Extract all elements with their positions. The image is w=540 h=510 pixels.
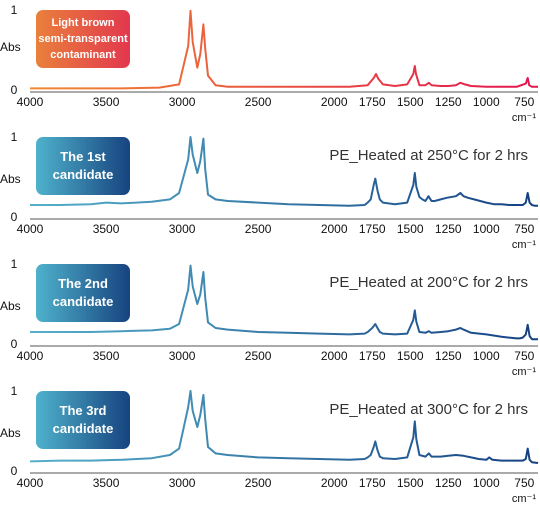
x-tick-label: 1250 — [435, 476, 462, 490]
x-tick-label: 1250 — [435, 349, 462, 363]
x-tick-label: 3500 — [93, 476, 120, 490]
spectrum-line — [30, 136, 538, 207]
y-tick-label: 0 — [11, 210, 18, 224]
x-tick-label: 3000 — [169, 95, 196, 109]
x-tick-label: 1250 — [435, 222, 462, 236]
condition-note: PE_Heated at 300°C for 2 hrs — [329, 401, 528, 418]
y-axis-label: Abs — [0, 299, 21, 313]
y-tick-label: 1 — [11, 257, 18, 271]
x-tick-label: 2500 — [245, 349, 272, 363]
spectrum-panel-candidate-2: 4000 3500 3000 2500 2000 1750 1500 1250 1000 750 0… — [0, 254, 540, 381]
x-tick-label: 2000 — [321, 349, 348, 363]
x-tick-label: 4000 — [17, 95, 44, 109]
x-axis-unit: cm⁻¹ — [512, 366, 536, 378]
y-axis-label: Abs — [0, 172, 21, 186]
x-tick-label: 3000 — [169, 349, 196, 363]
x-tick-label: 750 — [514, 222, 534, 236]
x-tick-label: 2500 — [245, 95, 272, 109]
y-tick-label: 1 — [11, 384, 18, 398]
x-tick-label: 1000 — [473, 95, 500, 109]
x-tick-label: 2500 — [245, 476, 272, 490]
x-tick-label: 3000 — [169, 476, 196, 490]
spectrum-panel-candidate-1: 4000 3500 3000 2500 2000 1750 1500 1250 1000 750 0… — [0, 127, 540, 254]
x-tick-label: 1750 — [359, 349, 386, 363]
condition-note: PE_Heated at 200°C for 2 hrs — [329, 274, 528, 291]
x-tick-label: 1500 — [397, 95, 424, 109]
x-tick-label: 2000 — [321, 476, 348, 490]
x-tick-label: 750 — [514, 349, 534, 363]
spectrum-panel-candidate-3: 4000 3500 3000 2500 2000 1750 1500 1250 1000 750 0… — [0, 381, 540, 508]
spectrum-panel-contaminant: 4000 3500 3000 2500 2000 1750 1500 1250 1000 750 0… — [0, 0, 540, 127]
x-axis-unit: cm⁻¹ — [512, 112, 536, 124]
x-tick-label: 1250 — [435, 95, 462, 109]
spectrum-plot-candidate-1: 4000 3500 3000 2500 2000 1750 1500 1250 1000 750 0… — [11, 130, 538, 251]
x-tick-label: 2500 — [245, 222, 272, 236]
y-tick-label: 0 — [11, 464, 18, 478]
sample-badge: The 1st candidate — [36, 137, 130, 195]
x-tick-label: 3000 — [169, 222, 196, 236]
x-tick-label: 3500 — [93, 222, 120, 236]
x-tick-label: 1500 — [397, 222, 424, 236]
x-tick-label: 1500 — [397, 349, 424, 363]
x-tick-label: 4000 — [17, 349, 44, 363]
x-tick-label: 2000 — [321, 95, 348, 109]
x-tick-label: 1000 — [473, 222, 500, 236]
x-tick-label: 1000 — [473, 349, 500, 363]
x-axis-unit: cm⁻¹ — [512, 239, 536, 251]
y-axis-label: Abs — [0, 40, 21, 54]
spectrum-plot-contaminant: 4000 3500 3000 2500 2000 1750 1500 1250 1000 750 0… — [11, 3, 538, 124]
x-tick-label: 1000 — [473, 476, 500, 490]
sample-badge-label: The 1st candidate — [52, 149, 114, 182]
y-tick-label: 0 — [11, 337, 18, 351]
x-tick-label: 3500 — [93, 349, 120, 363]
y-tick-label: 0 — [11, 83, 18, 97]
x-tick-label: 750 — [514, 95, 534, 109]
sample-badge-label: Light brown semi-transparent contaminant — [38, 17, 128, 61]
x-axis-unit: cm⁻¹ — [512, 493, 536, 505]
sample-badge-label: The 3rd candidate — [52, 403, 114, 436]
spectrum-plot-candidate-3: 4000 3500 3000 2500 2000 1750 1500 1250 1000 750 0… — [11, 384, 539, 505]
spectrum-plot-candidate-2: 4000 3500 3000 2500 2000 1750 1500 1250 1000 750 0… — [11, 257, 538, 378]
x-tick-label: 1500 — [397, 476, 424, 490]
spectrum-line — [30, 264, 538, 341]
sample-badge: Light brown semi-transparent contaminant — [36, 10, 130, 68]
x-tick-label: 4000 — [17, 222, 44, 236]
x-tick-label: 3500 — [93, 95, 120, 109]
y-tick-label: 1 — [11, 3, 18, 17]
x-tick-label: 4000 — [17, 476, 44, 490]
sample-badge: The 2nd candidate — [36, 264, 130, 322]
sample-badge: The 3rd candidate — [36, 391, 130, 449]
x-tick-label: 750 — [514, 476, 534, 490]
y-axis-label: Abs — [0, 426, 21, 440]
x-tick-label: 2000 — [321, 222, 348, 236]
x-tick-label: 1750 — [359, 95, 386, 109]
sample-badge-label: The 2nd candidate — [52, 276, 114, 309]
x-tick-label: 1750 — [359, 222, 386, 236]
spectrum-line — [30, 9, 538, 90]
condition-note: PE_Heated at 250°C for 2 hrs — [329, 147, 528, 164]
y-tick-label: 1 — [11, 130, 18, 144]
spectrum-line — [29, 390, 539, 464]
x-tick-label: 1750 — [359, 476, 386, 490]
